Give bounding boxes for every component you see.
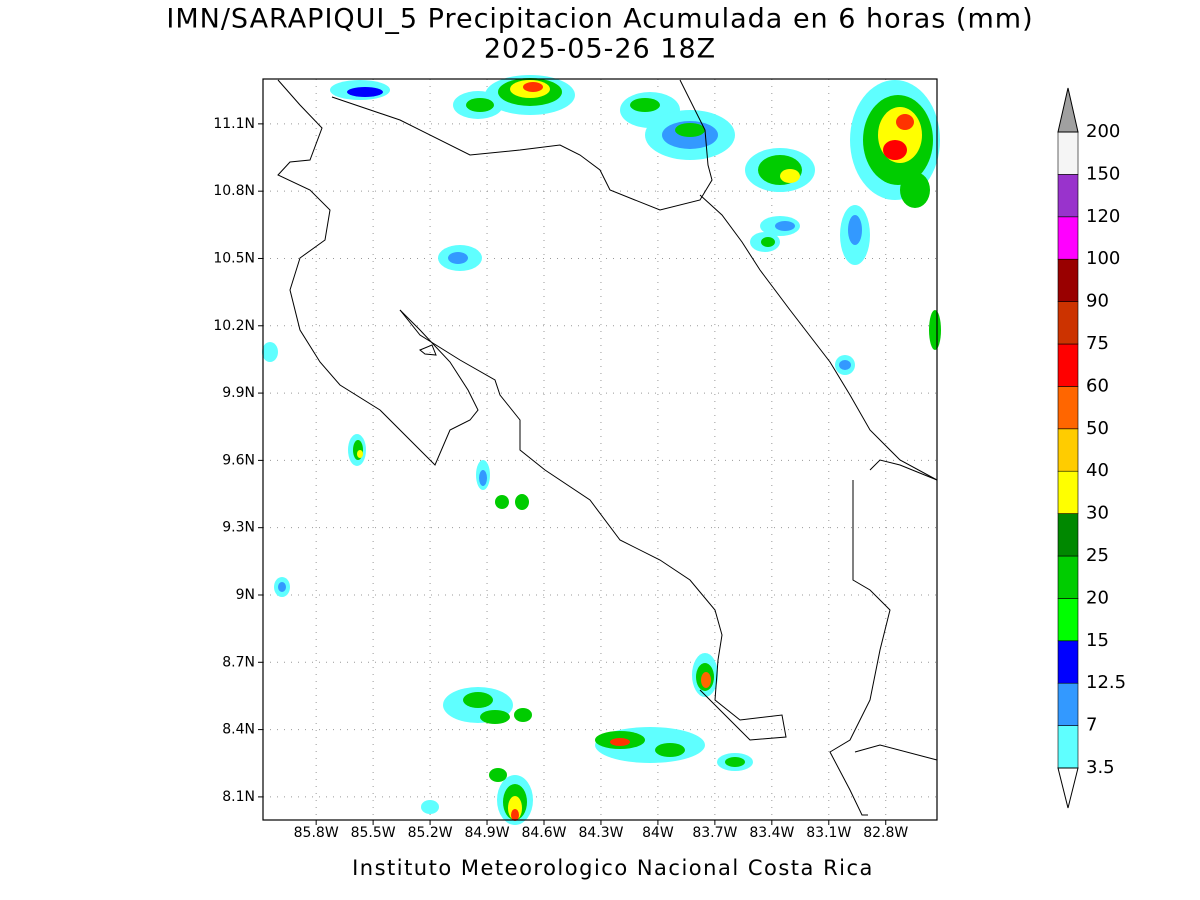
y-tick-label: 11.1N [213, 116, 255, 132]
x-tick-label: 85.8W [294, 825, 339, 841]
x-tick-label: 83.4W [749, 825, 794, 841]
y-tick-label: 10.5N [213, 250, 255, 266]
x-tick-label: 84.3W [578, 825, 623, 841]
coastline [699, 194, 938, 481]
colorbar-segment [1057, 131, 1079, 175]
y-tick-label: 8.1N [222, 789, 255, 805]
coastline [829, 480, 891, 816]
y-tick-label: 9.6N [222, 452, 255, 468]
y-tick-label: 10.8N [213, 183, 255, 199]
y-tick-label: 9.3N [222, 520, 255, 536]
coastlines [277, 79, 938, 816]
colorbar-label: 25 [1086, 545, 1109, 566]
coastline [277, 79, 479, 466]
colorbar-segment [1057, 725, 1079, 769]
rain-cells [262, 75, 941, 825]
colorbar-label: 150 [1086, 163, 1120, 184]
map-frame [262, 78, 938, 821]
x-tick-label: 85.2W [408, 825, 453, 841]
colorbar-segment [1057, 343, 1079, 387]
coastline [869, 459, 938, 481]
colorbar-segment [1057, 258, 1079, 302]
y-tick-label: 8.4N [222, 722, 255, 738]
subtitle: 2025-05-26 18Z [484, 34, 716, 65]
colorbar-segment [1057, 555, 1079, 599]
colorbar-under [1057, 767, 1079, 809]
x-tick-label: 84.6W [521, 825, 566, 841]
y-tick-label: 9.9N [222, 385, 255, 401]
grid [263, 79, 937, 820]
colorbar-label: 200 [1086, 121, 1120, 142]
colorbar-segment [1057, 598, 1079, 642]
precipitation-field [262, 75, 941, 825]
colorbar-segment [1057, 682, 1079, 726]
x-tick-label: 83.1W [806, 825, 851, 841]
colorbar-segment [1057, 386, 1079, 430]
colorbar-segment [1057, 470, 1079, 514]
colorbar-label: 60 [1086, 375, 1109, 396]
colorbar: 3.5 7 12.5 15 20 25 30 40 50 60 75 90 100 120 150 200 [1057, 87, 1126, 809]
x-tick-label: 85.5W [351, 825, 396, 841]
title: IMN/SARAPIQUI_5 Precipitacion Acumulada … [166, 4, 1033, 35]
colorbar-label: 90 [1086, 291, 1109, 312]
coastline [854, 744, 938, 761]
axes: 85.8W 85.5W 85.2W 84.9W 84.6W 84.3W 84W 83.7W 83… [213, 116, 908, 841]
island [419, 344, 437, 356]
colorbar-segment [1057, 301, 1079, 345]
x-tick-label: 84W [642, 825, 674, 841]
y-tick-label: 10.2N [213, 318, 255, 334]
colorbar-segment [1057, 640, 1079, 684]
coastline [331, 79, 713, 211]
colorbar-label: 75 [1086, 333, 1109, 354]
x-tick-label: 82.8W [863, 825, 908, 841]
colorbar-segment [1057, 428, 1079, 472]
colorbar-label: 30 [1086, 503, 1109, 524]
colorbar-label: 100 [1086, 248, 1120, 269]
colorbar-segment [1057, 513, 1079, 557]
colorbar-label: 12.5 [1086, 672, 1126, 693]
colorbar-label: 15 [1086, 630, 1109, 651]
colorbar-over [1057, 87, 1079, 133]
colorbar-label: 20 [1086, 587, 1109, 608]
colorbar-label: 50 [1086, 418, 1109, 439]
colorbar-label: 7 [1086, 715, 1097, 736]
colorbar-label: 40 [1086, 460, 1109, 481]
footer: Instituto Meteorologico Nacional Costa R… [352, 856, 874, 880]
x-tick-label: 84.9W [465, 825, 510, 841]
x-tick-label: 83.7W [692, 825, 737, 841]
y-tick-label: 9N [236, 587, 255, 603]
y-tick-label: 8.7N [222, 654, 255, 670]
coastline [399, 309, 787, 741]
colorbar-segment [1057, 174, 1079, 218]
colorbar-label: 3.5 [1086, 757, 1115, 778]
colorbar-segment [1057, 216, 1079, 260]
colorbar-label: 120 [1086, 206, 1120, 227]
